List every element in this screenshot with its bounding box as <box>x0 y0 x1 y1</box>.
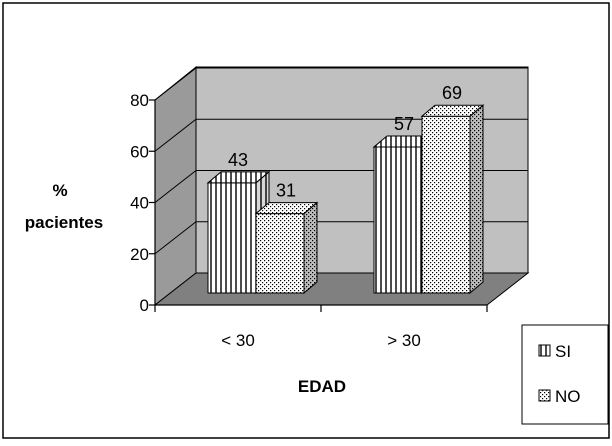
bar-value-label: 69 <box>442 83 462 103</box>
gridline-left-wall <box>154 67 197 101</box>
x-axis-ticks: < 30 > 30 <box>154 305 488 350</box>
bar-front <box>207 182 257 294</box>
y-axis: 0 20 40 60 80 <box>130 91 156 315</box>
bar-top <box>206 171 271 184</box>
legend: SI NO <box>521 324 609 425</box>
y-tick-label: 40 <box>130 194 149 213</box>
legend-label-si: SI <box>555 342 571 361</box>
y-tick-label: 20 <box>130 245 149 264</box>
y-tick-label: 80 <box>130 91 149 110</box>
x-axis-title: EDAD <box>298 377 346 396</box>
bar-value-label: 31 <box>276 181 296 201</box>
bar-value-label: 57 <box>394 114 414 134</box>
legend-label-no: NO <box>555 387 581 406</box>
y-axis-title-line1: % <box>52 181 67 200</box>
x-category-label: > 30 <box>387 331 421 350</box>
gridlines <box>154 67 528 255</box>
legend-swatch-si <box>538 344 551 357</box>
bar-front <box>373 146 423 294</box>
bar-no-2: 69 <box>420 83 485 295</box>
y-tick-label: 0 <box>140 296 149 315</box>
gridline-left-wall <box>154 118 197 152</box>
bar-front <box>421 115 471 294</box>
gridline-left-wall <box>154 170 197 203</box>
x-category-label: < 30 <box>221 331 255 350</box>
bar-front <box>255 213 305 294</box>
bar-value-label: 43 <box>228 150 248 170</box>
bars: 43 31 57 69 <box>206 83 485 295</box>
gridline-left-wall <box>154 221 197 255</box>
bar-side <box>303 201 318 295</box>
bar-top <box>420 104 485 117</box>
bar-no-1: 31 <box>254 181 319 295</box>
legend-swatch-no <box>538 389 551 402</box>
legend-box <box>521 324 609 425</box>
y-tick-label: 60 <box>130 142 149 161</box>
bar-top <box>254 202 319 215</box>
y-axis-title-line2: pacientes <box>25 213 103 232</box>
bar-side <box>469 104 484 295</box>
